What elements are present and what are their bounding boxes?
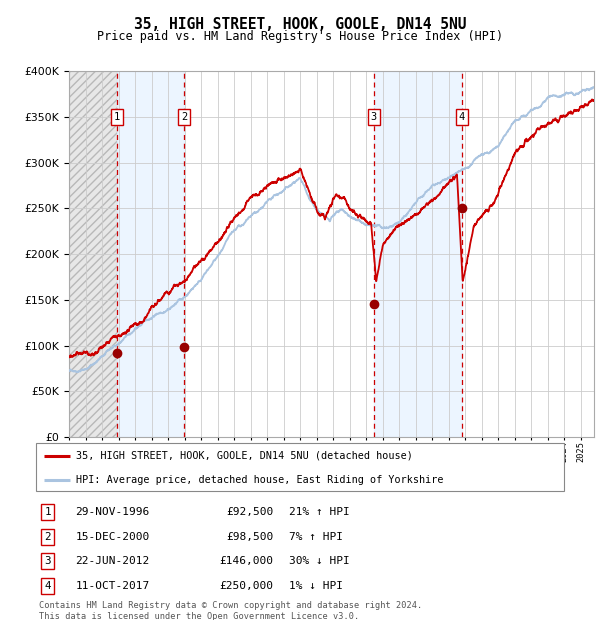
- Text: 1: 1: [114, 112, 120, 122]
- Text: £98,500: £98,500: [226, 531, 274, 542]
- Text: 4: 4: [44, 581, 51, 591]
- Text: 35, HIGH STREET, HOOK, GOOLE, DN14 5NU: 35, HIGH STREET, HOOK, GOOLE, DN14 5NU: [134, 17, 466, 32]
- Text: Price paid vs. HM Land Registry's House Price Index (HPI): Price paid vs. HM Land Registry's House …: [97, 30, 503, 43]
- Text: 1% ↓ HPI: 1% ↓ HPI: [289, 581, 343, 591]
- Text: 15-DEC-2000: 15-DEC-2000: [76, 531, 150, 542]
- Text: 3: 3: [44, 556, 51, 566]
- Text: 2: 2: [44, 531, 51, 542]
- Text: 4: 4: [458, 112, 465, 122]
- Bar: [374, 71, 461, 437]
- Text: HPI: Average price, detached house, East Riding of Yorkshire: HPI: Average price, detached house, East…: [76, 476, 443, 485]
- Text: 1: 1: [44, 507, 51, 517]
- Bar: [117, 71, 184, 437]
- Text: 2: 2: [181, 112, 187, 122]
- Text: 29-NOV-1996: 29-NOV-1996: [76, 507, 150, 517]
- FancyBboxPatch shape: [36, 443, 564, 491]
- Bar: [69, 71, 117, 437]
- Text: £250,000: £250,000: [220, 581, 274, 591]
- Text: 22-JUN-2012: 22-JUN-2012: [76, 556, 150, 566]
- Text: 7% ↑ HPI: 7% ↑ HPI: [289, 531, 343, 542]
- Text: £92,500: £92,500: [226, 507, 274, 517]
- Text: £146,000: £146,000: [220, 556, 274, 566]
- Text: Contains HM Land Registry data © Crown copyright and database right 2024.
This d: Contains HM Land Registry data © Crown c…: [39, 601, 422, 620]
- Text: 21% ↑ HPI: 21% ↑ HPI: [289, 507, 350, 517]
- Bar: [69, 71, 117, 437]
- Text: 3: 3: [371, 112, 377, 122]
- Text: 35, HIGH STREET, HOOK, GOOLE, DN14 5NU (detached house): 35, HIGH STREET, HOOK, GOOLE, DN14 5NU (…: [76, 451, 412, 461]
- Text: 11-OCT-2017: 11-OCT-2017: [76, 581, 150, 591]
- Text: 30% ↓ HPI: 30% ↓ HPI: [289, 556, 350, 566]
